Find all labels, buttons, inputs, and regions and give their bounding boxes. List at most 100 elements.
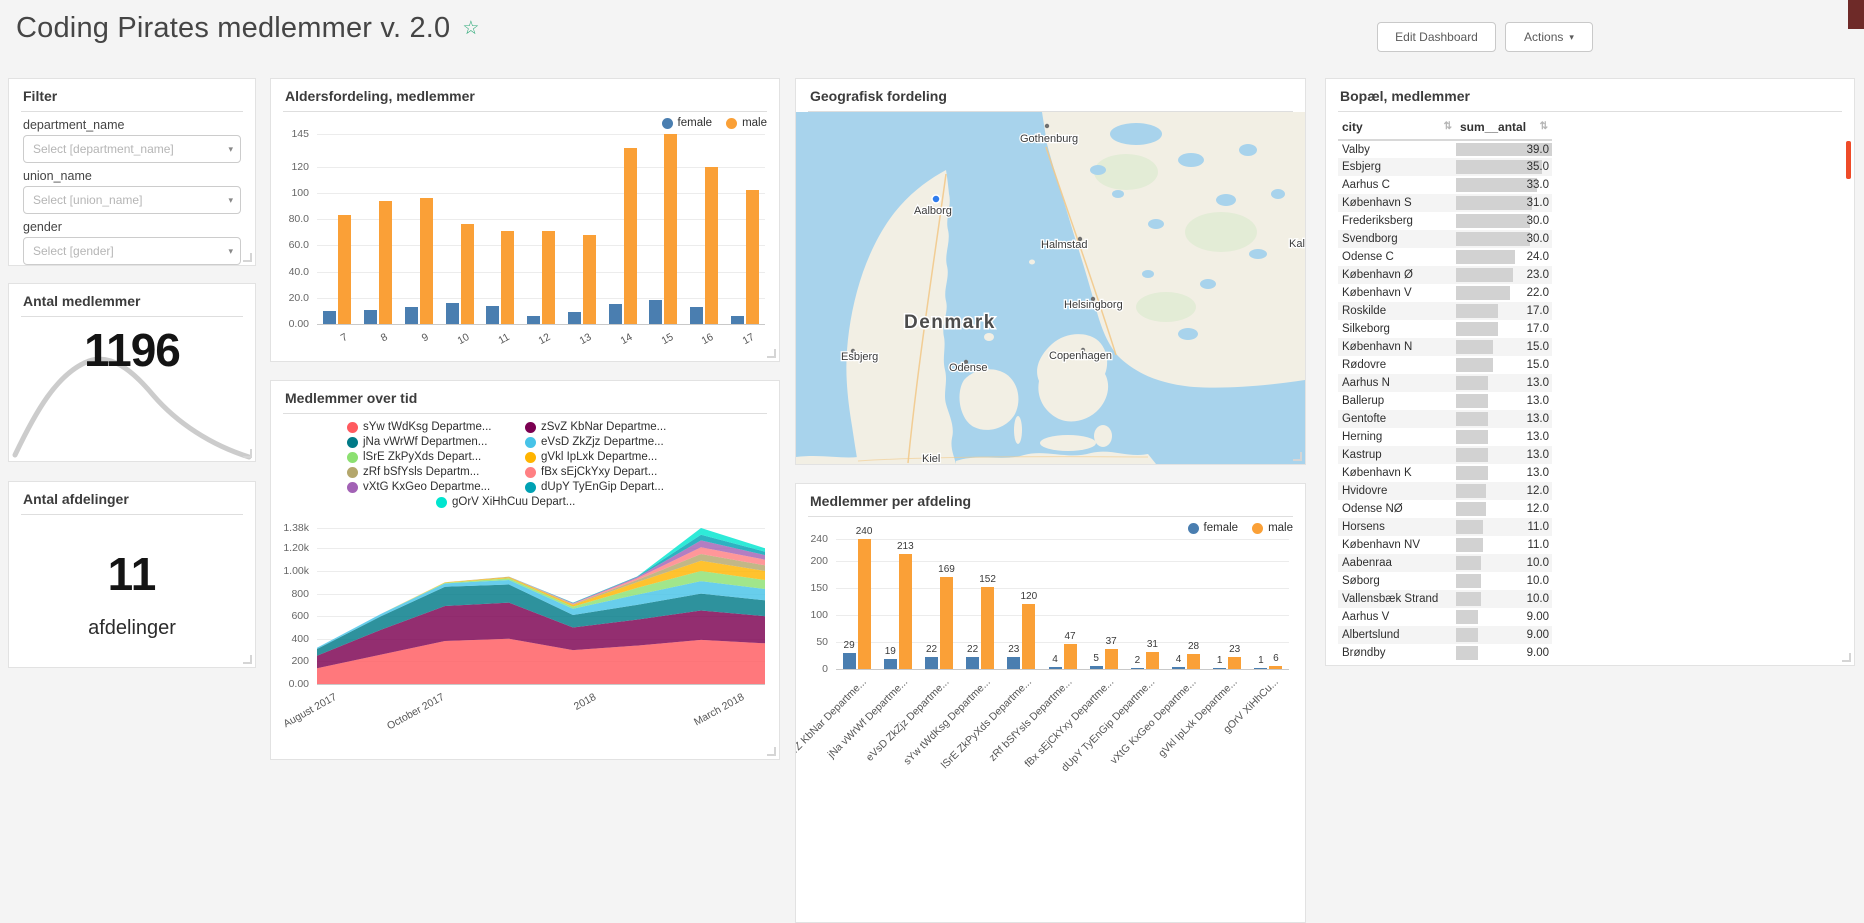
- bar-female: [1048, 667, 1062, 669]
- actions-label: Actions: [1524, 30, 1564, 44]
- value-text: 10.0: [1526, 557, 1549, 569]
- value-bar: [1456, 394, 1488, 408]
- bar-value-label: 1: [1216, 655, 1223, 666]
- legend-item-gvkl-iplxk-departme[interactable]: gVkl IpLxk Departme...: [525, 451, 703, 463]
- lake: [1178, 153, 1204, 167]
- y-tick-label: 60.0: [288, 239, 309, 252]
- table-row: Gentofte 13.0: [1338, 410, 1552, 428]
- legend: female male: [661, 117, 767, 129]
- union-name-select[interactable]: Select [union_name] ▾: [23, 186, 241, 214]
- resize-handle[interactable]: [243, 449, 252, 458]
- lake: [1142, 270, 1154, 278]
- map[interactable]: Gothenburg Aalborg Halmstad Kalmar Helsingbo…: [796, 112, 1305, 464]
- legend-item-female[interactable]: female: [661, 117, 712, 129]
- bar-female: [730, 316, 744, 324]
- bar-value-label: 169: [938, 564, 955, 575]
- table-header-row: ⇅ city ⇅ sum__antal: [1338, 116, 1552, 141]
- map-marker[interactable]: [931, 194, 941, 204]
- x-tick-label: jNa vWrWf Departme...: [825, 676, 911, 761]
- value-bar: [1456, 214, 1530, 228]
- resize-handle[interactable]: [767, 349, 776, 358]
- legend-item-lsre-zkpyxds-depart[interactable]: lSrE ZkPyXds Depart...: [347, 451, 525, 463]
- legend-item-male[interactable]: male: [1252, 522, 1293, 534]
- y-tick-label: 145: [291, 128, 309, 140]
- column-header-sum-antal[interactable]: ⇅ sum__antal: [1456, 116, 1552, 141]
- bar-value-label: 23: [1008, 644, 1020, 655]
- value-cell: 15.0: [1456, 338, 1552, 356]
- area-lsre-zkpyxds-depart: [317, 571, 765, 648]
- value-bar: [1456, 628, 1479, 642]
- legend-item-male[interactable]: male: [726, 117, 767, 129]
- value-text: 9.00: [1526, 611, 1549, 623]
- column-header-city[interactable]: ⇅ city: [1338, 116, 1456, 141]
- value-bar: [1456, 178, 1538, 192]
- island-anholt: [1029, 259, 1035, 265]
- resize-handle[interactable]: [1293, 452, 1302, 461]
- city-cell: Aarhus N: [1338, 374, 1456, 392]
- filter-label-union-name: union_name: [23, 169, 92, 183]
- value-cell: 30.0: [1456, 212, 1552, 230]
- legend-item-syw-twdksg-departme[interactable]: sYw tWdKsg Departme...: [347, 421, 525, 433]
- bar-female: [925, 657, 938, 669]
- table-scrollbar-thumb[interactable]: [1846, 141, 1851, 179]
- actions-button[interactable]: Actions ▾: [1505, 22, 1593, 52]
- value-cell: 23.0: [1456, 266, 1552, 284]
- value-cell: 13.0: [1456, 464, 1552, 482]
- city-table: ⇅ city ⇅ sum__antal Valby 39.0 Esbjerg 35.0 Aarh…: [1338, 116, 1552, 662]
- map-city-label: Aalborg: [914, 205, 952, 217]
- lake: [1271, 189, 1285, 199]
- chart-title: Aldersfordeling, medlemmer: [283, 79, 767, 112]
- legend-item-zrf-bsfysls-departm[interactable]: zRf bSfYsls Departm...: [347, 466, 525, 478]
- filter-label-department-name: department_name: [23, 118, 125, 132]
- resize-handle[interactable]: [243, 253, 252, 262]
- legend-item-dupy-tyengip-depart[interactable]: dUpY TyEnGip Depart...: [525, 481, 703, 493]
- table-row: Ballerup 13.0: [1338, 392, 1552, 410]
- page-scrollbar-thumb[interactable]: [1848, 0, 1864, 29]
- bar-male: [460, 224, 474, 324]
- legend-item-zsvz-kbnar-departme[interactable]: zSvZ KbNar Departme...: [525, 421, 703, 433]
- bar-female: [883, 659, 897, 669]
- gridline: [317, 571, 765, 572]
- favorite-star-icon[interactable]: ☆: [462, 18, 480, 39]
- department-name-select[interactable]: Select [department_name] ▾: [23, 135, 241, 163]
- y-tick-label: 200: [291, 655, 309, 668]
- value-text: 11.0: [1527, 521, 1549, 533]
- resize-handle[interactable]: [1842, 653, 1851, 662]
- edit-dashboard-button[interactable]: Edit Dashboard: [1377, 22, 1496, 52]
- resize-handle[interactable]: [243, 655, 252, 664]
- bar-male: [1104, 649, 1118, 669]
- table-row: Albertslund 9.00: [1338, 626, 1552, 644]
- medlemmer-over-tid-panel: Medlemmer over tid sYw tWdKsg Departme..…: [270, 380, 780, 760]
- value-text: 17.0: [1526, 305, 1549, 317]
- resize-handle[interactable]: [767, 747, 776, 756]
- value-bar: [1456, 412, 1488, 426]
- bar-male: [981, 587, 995, 669]
- value-cell: 9.00: [1456, 626, 1552, 644]
- value-cell: 10.0: [1456, 554, 1552, 572]
- bar-value-label: 19: [884, 646, 896, 657]
- bar-male: [1145, 652, 1159, 669]
- legend-item-evsd-zkzjz-departme[interactable]: eVsD ZkZjz Departme...: [525, 436, 703, 448]
- bar-male: [1063, 644, 1077, 669]
- gridline: [836, 641, 1289, 643]
- table-row: Kastrup 13.0: [1338, 446, 1552, 464]
- legend-item-fbx-sejckyxy-depart[interactable]: fBx sEjCkYxy Depart...: [525, 466, 703, 478]
- members-over-time-chart: 0.00 200 400 600 800 1.00k 1.20k 1.38k August 20…: [271, 518, 779, 759]
- chart-title: Geografisk fordeling: [808, 79, 1293, 112]
- geografisk-fordeling-panel: Geografisk fordeling: [795, 78, 1306, 465]
- value-text: 30.0: [1526, 233, 1549, 245]
- value-cell: 12.0: [1456, 482, 1552, 500]
- y-tick-label: 1.38k: [283, 522, 309, 534]
- legend-item-vxtg-kxgeo-departme[interactable]: vXtG KxGeo Departme...: [347, 481, 525, 493]
- legend-item-jna-vwrwf-departmen[interactable]: jNa vWrWf Departmen...: [347, 436, 525, 448]
- legend-item-gorv-xihhcuu-depart[interactable]: gOrV XiHhCuu Depart...: [436, 496, 614, 508]
- stacked-area-plot: [317, 528, 765, 684]
- city-cell: Aarhus V: [1342, 611, 1390, 623]
- value-cell: 13.0: [1456, 410, 1552, 428]
- bar-male: [501, 231, 515, 324]
- legend-item-female[interactable]: female: [1187, 522, 1238, 534]
- bar-female: [1213, 668, 1227, 669]
- gender-select[interactable]: Select [gender] ▾: [23, 237, 241, 265]
- value-bar: [1456, 143, 1552, 156]
- y-tick-label: 0.00: [288, 678, 309, 690]
